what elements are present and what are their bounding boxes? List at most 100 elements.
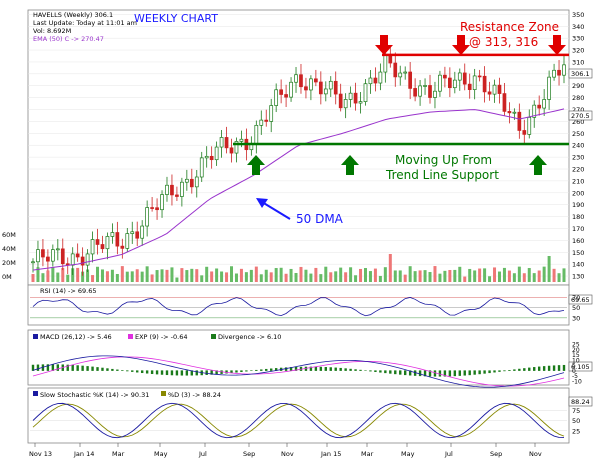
volume-bars [31,254,566,282]
ema-tag [568,110,593,121]
candle-body [448,77,452,89]
candle-body [41,249,45,258]
volume-bar [443,270,447,282]
candle-body [209,155,214,161]
volume-bar [309,273,313,282]
candle-body [51,249,55,262]
macd-divergence-bar [528,367,531,371]
volume-bar [86,269,90,282]
macd-divergence-bar [36,364,40,371]
macd-divergence-bar [270,368,273,371]
stoch-value-tag [568,396,593,407]
macd-divergence-bar [245,370,248,372]
macd-divergence-bar [329,367,332,371]
ema-value-label: 270.5 [571,112,590,120]
x-tick-label: May [401,450,415,458]
candle-body [184,178,189,183]
macd-divergence-bar [533,367,536,371]
candle-body [304,86,308,91]
volume-bar [522,273,526,282]
rsi-series [30,296,567,319]
volume-bar [493,267,497,282]
volume-bar [329,272,333,282]
volume-bar [180,268,184,282]
candle-body [318,81,323,95]
dma-arrow-shaft [261,201,291,220]
volume-bar [458,266,462,282]
candle-body [115,232,120,247]
rsi-tick-label: 70 [572,294,580,302]
candle-body [562,64,566,76]
candle-body [60,248,65,265]
macd-divergence-bar [170,370,174,376]
volume-bar [71,268,75,282]
macd-tick-label: 25 [572,342,580,349]
x-tick-label: May [154,450,168,458]
candle-body [333,80,338,95]
macd-divergence-bar [408,370,412,376]
volume-bar [363,268,367,282]
macd-divergence-bar [503,370,506,372]
volume-bar [225,272,229,282]
x-tick-label: Nov [281,450,294,458]
macd-divergence-bar [46,364,50,371]
volume-bar [388,254,392,282]
candle-body [130,231,135,234]
candle-body [343,99,348,109]
price-tick-label: 160 [572,237,584,245]
macd-divergence-bar [145,370,149,374]
volume-bar [135,269,139,282]
volume-bar [100,269,104,282]
volume-bar [165,269,169,282]
macd-divergence-bar [384,370,387,374]
volume-bar [497,271,501,282]
macd-divergence-bar [403,370,407,376]
candle-body [125,233,130,249]
ema-legend: EMA (50) C -> 270.47 [33,35,104,43]
macd-divergence-bar [136,370,139,373]
macd-divergence-bar [394,370,397,375]
candle-body [175,194,179,197]
macd-divergence-bar [498,370,501,372]
price-tick-label: 320 [572,47,584,55]
price-tick-label: 350 [572,11,584,19]
volume-tick-label: 40M [2,245,16,253]
volume-bar [438,273,442,282]
volume-bar [91,275,95,282]
candle-body [194,176,199,188]
macd-divergence-bar [210,370,213,375]
candle-body [413,88,417,97]
candle-body [547,76,551,100]
volume-bar [170,267,174,282]
candle-body [110,232,115,237]
candle-body [150,207,154,209]
volume-bar [210,271,214,282]
x-tick-label: Nov [529,450,542,458]
volume-bar [120,266,124,282]
macd-divergence-bar [31,364,35,371]
macd-divergence-bar [324,367,327,371]
macd-divergence-bar [374,370,377,372]
candle-body [378,71,383,84]
candle-body [348,92,353,100]
macd-divergence-bar [319,366,323,371]
volume-bar [403,274,407,282]
macd-divergence-bar [314,366,318,371]
macd-divergence-bar [76,365,79,371]
candle-body [373,77,378,84]
macd-divergence-bar [190,370,194,376]
macd-divergence-bar [165,370,169,376]
macd-divergence-bar [309,366,313,371]
macd-divergence-bar [284,367,288,371]
volume-bar [542,266,546,282]
macd-divergence-bar [562,364,566,371]
volume-bar [125,271,129,282]
macd-tick-label: 20 [572,347,580,354]
resistance-title: Resistance Zone [460,20,559,34]
candle-body [269,105,274,122]
volume-bar [532,273,536,282]
rsi-line [32,297,565,317]
volume-bar [46,270,50,282]
volume-bar [105,271,109,282]
